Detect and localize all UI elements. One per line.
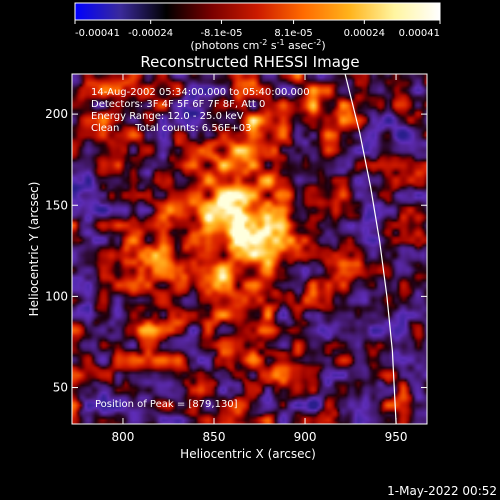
x-tick-label: 800 bbox=[112, 430, 135, 444]
colorbar-tick-label: 0.00041 bbox=[399, 28, 440, 39]
colorbar-tick-label: -0.00041 bbox=[75, 28, 120, 39]
x-tick-label: 950 bbox=[385, 430, 408, 444]
info-clean-counts: Clean Total counts: 6.56E+03 bbox=[91, 123, 251, 134]
peak-position-label: Position of Peak = [879,130] bbox=[95, 399, 238, 410]
colorbar-tick-label: -0.00024 bbox=[128, 28, 173, 39]
info-block: 14-Aug-2002 05:34:00.000 to 05:40:00.000… bbox=[91, 87, 310, 410]
info-detectors: Detectors: 3F 4F 5F 6F 7F 8F, Att 0 bbox=[91, 99, 265, 110]
y-tick-label: 150 bbox=[45, 198, 68, 212]
footer-timestamp: 1-May-2022 00:52 bbox=[387, 484, 497, 498]
x-tick-label: 850 bbox=[203, 430, 226, 444]
plot-area: 800 850 900 950 50 100 150 200 14-Aug-2002 05:3… bbox=[45, 73, 428, 444]
plot-frame bbox=[71, 73, 428, 425]
colorbar-tick-label: 0.00024 bbox=[344, 28, 385, 39]
chart-title: Reconstructed RHESSI Image bbox=[140, 53, 359, 71]
info-energy-range: Energy Range: 12.0 - 25.0 keV bbox=[91, 111, 244, 122]
colorbar-gradient bbox=[74, 2, 441, 21]
y-axis-label: Heliocentric Y (arcsec) bbox=[27, 182, 41, 317]
y-tick-label: 200 bbox=[45, 107, 68, 121]
y-tick-label: 100 bbox=[45, 289, 68, 303]
x-axis-label: Heliocentric X (arcsec) bbox=[180, 447, 316, 461]
colorbar-tick-label: -8.1e-05 bbox=[200, 28, 242, 39]
y-tick-label: 50 bbox=[53, 381, 68, 395]
colorbar-ticks: -0.00041 -0.00024 -8.1e-05 8.1e-05 0.00024 0.… bbox=[74, 20, 441, 39]
solar-limb-curve bbox=[344, 74, 397, 424]
colorbar: -0.00041 -0.00024 -8.1e-05 8.1e-05 0.00024 0.… bbox=[74, 2, 441, 52]
heatmap-image bbox=[72, 74, 427, 424]
colorbar-tick-label: 8.1e-05 bbox=[274, 28, 312, 39]
info-time-range: 14-Aug-2002 05:34:00.000 to 05:40:00.000 bbox=[91, 87, 310, 98]
colorbar-units-label: (photons cm-2 s-1 asec-2) bbox=[190, 38, 325, 52]
x-tick-label: 900 bbox=[294, 430, 317, 444]
axis-ticks: 800 850 900 950 50 100 150 200 bbox=[45, 74, 427, 444]
